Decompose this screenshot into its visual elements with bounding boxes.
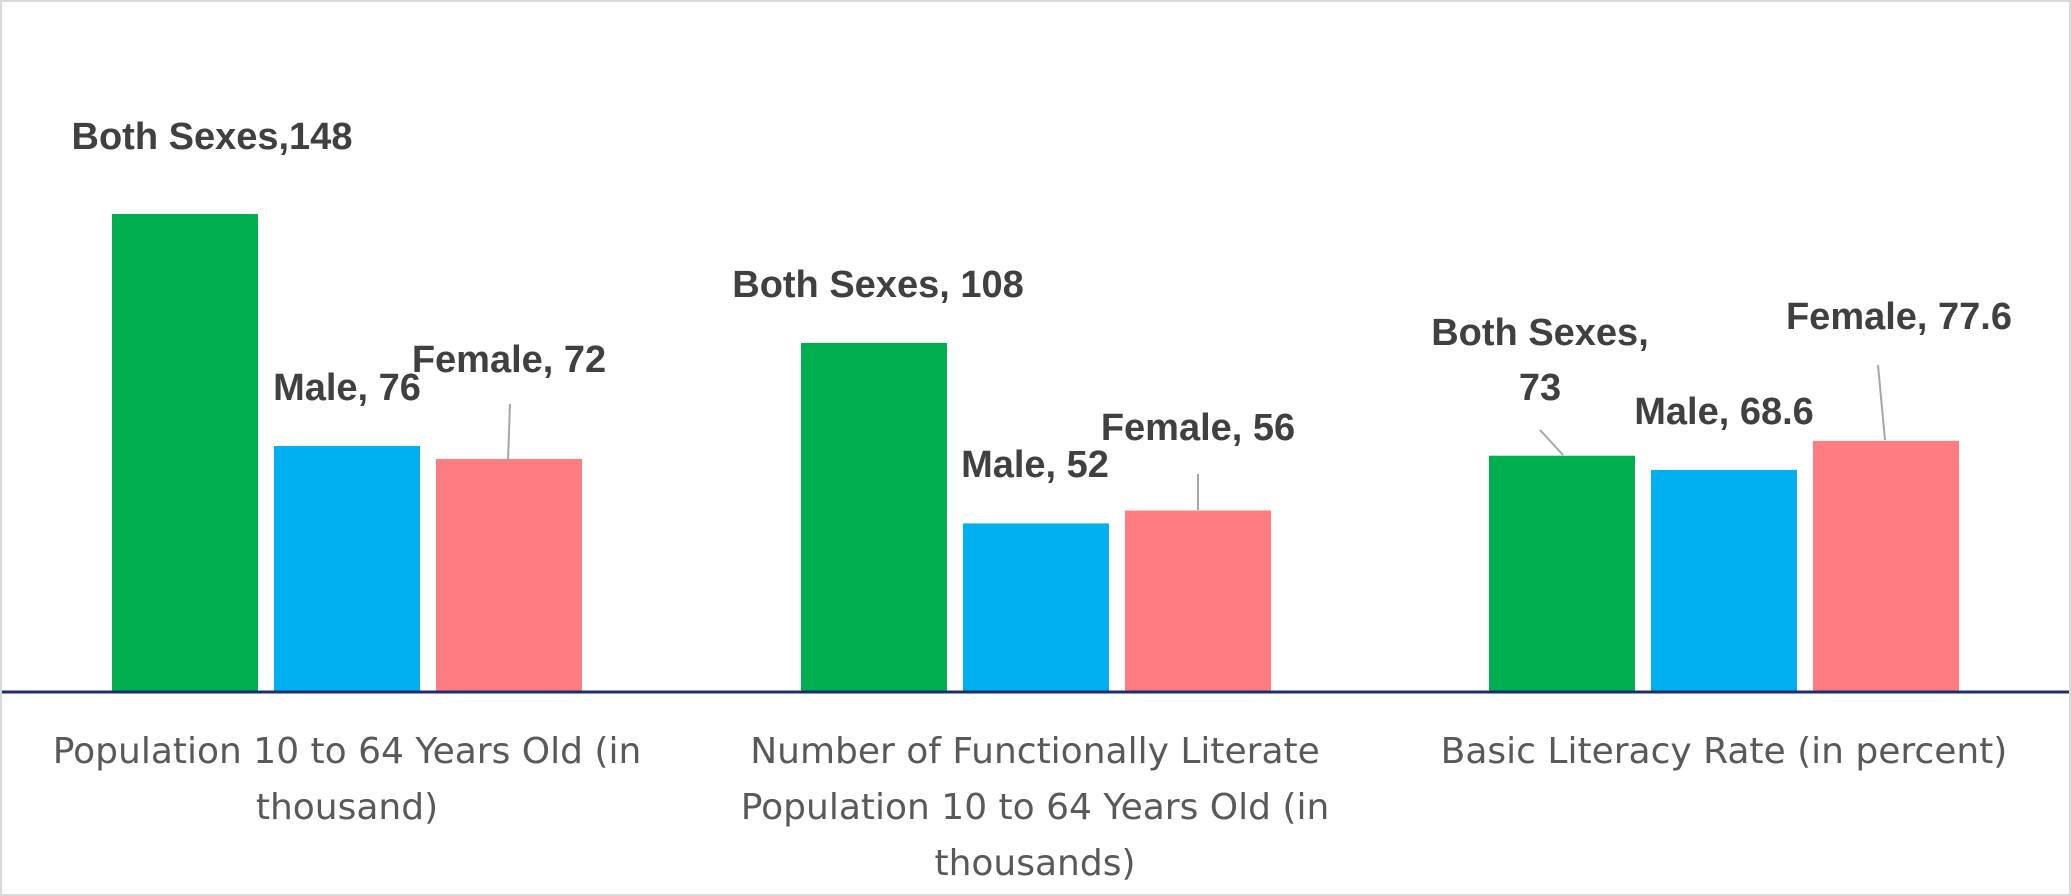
x-tick-label-1: Number of Functionally Literate Populatio… <box>741 731 1330 884</box>
data-label-female-2: Female, 77.6 <box>1786 296 2012 338</box>
data-label-female-0: Female, 72 <box>412 339 606 381</box>
data-label-both-sexes-0: Both Sexes,148 <box>72 116 353 158</box>
data-label-male-2: Male, 68.6 <box>1634 391 1814 433</box>
data-label-female-1: Female, 56 <box>1101 407 1295 449</box>
data-label-leader-line <box>507 403 511 461</box>
bar-both-sexes-0 <box>112 214 258 691</box>
bar-both-sexes-2 <box>1489 455 1635 691</box>
data-label-leader-line <box>1877 364 1886 441</box>
x-tick-label-2: Basic Literacy Rate (in percent) <box>1441 731 2008 772</box>
bar-female-0 <box>436 458 582 691</box>
bar-female-2 <box>1813 440 1959 691</box>
bar-male-2 <box>1651 469 1797 691</box>
bar-male-1 <box>963 523 1109 691</box>
data-label-both-sexes-2: Both Sexes, 73 <box>1431 312 1649 409</box>
data-label-male-0: Male, 76 <box>273 367 421 409</box>
bar-female-1 <box>1125 510 1271 691</box>
bar-male-0 <box>274 446 420 691</box>
data-label-both-sexes-1: Both Sexes, 108 <box>732 264 1023 306</box>
bar-both-sexes-1 <box>801 342 947 691</box>
data-label-leader-line <box>1539 429 1564 456</box>
data-label-male-1: Male, 52 <box>961 444 1109 486</box>
x-tick-label-0: Population 10 to 64 Years Old (in thousan… <box>53 731 642 828</box>
